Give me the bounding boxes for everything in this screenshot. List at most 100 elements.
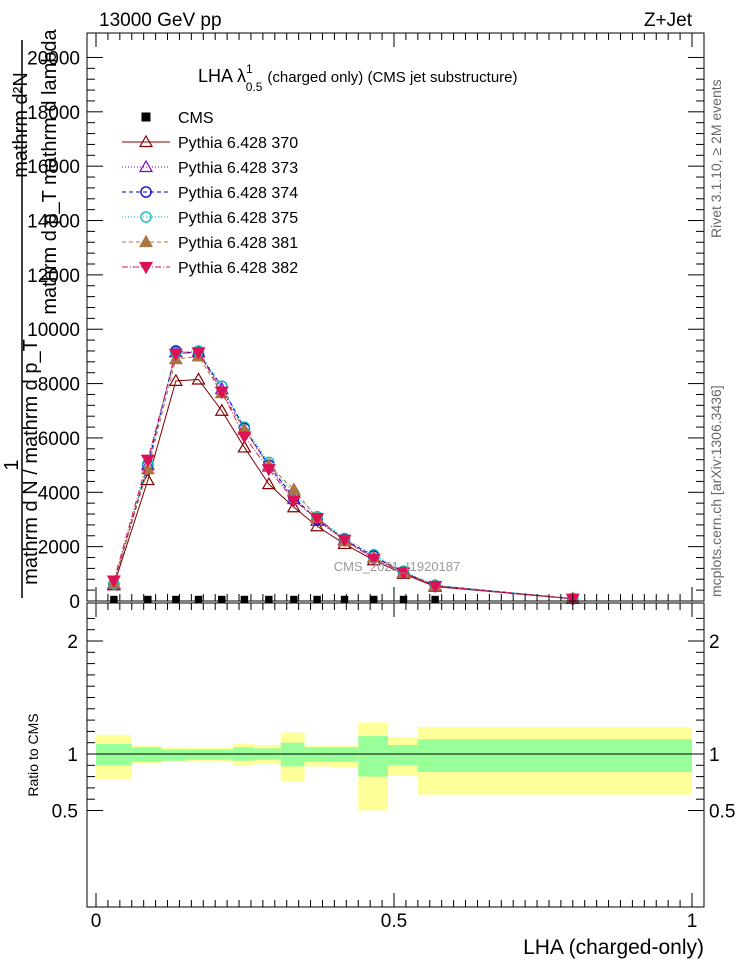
legend-entry: Pythia 6.428 382 xyxy=(122,260,298,277)
legend-marker xyxy=(138,159,154,173)
ratio-green-band xyxy=(161,749,186,761)
ratio-green-band xyxy=(304,747,332,762)
data-point xyxy=(366,553,381,567)
ratio-green-band xyxy=(280,742,305,767)
data-point xyxy=(310,513,325,526)
header-process-label: Z+Jet xyxy=(644,10,693,31)
main-ytick-label: 12000 xyxy=(27,266,80,287)
data-point xyxy=(337,534,352,548)
data-point xyxy=(286,482,301,495)
data-point xyxy=(290,595,298,604)
data-point xyxy=(191,372,206,385)
ratio-bands xyxy=(96,722,692,811)
data-point xyxy=(106,575,121,588)
main-ytick-label: 6000 xyxy=(38,429,80,450)
data-point xyxy=(144,595,152,604)
x-tick-label: 0 xyxy=(91,911,102,932)
ratio-panel: 0.5 0.5 1 1 2 2 0 0.5 1 xyxy=(52,602,735,932)
data-point xyxy=(168,373,183,386)
legend-label: CMS xyxy=(178,110,214,127)
data-point xyxy=(261,476,276,490)
legend-label: Pythia 6.428 375 xyxy=(178,210,298,227)
main-axes: 0 2000 4000 6000 8000 10000 12000 14000 16000 180… xyxy=(27,33,704,613)
watermark: CMS_2021_I1920187 xyxy=(334,559,461,574)
legend-marker xyxy=(141,112,151,122)
legend-label: Pythia 6.428 382 xyxy=(178,260,298,277)
mcplots-label: mcplots.cern.ch [arXiv:1306.3436] xyxy=(708,385,724,597)
series-line xyxy=(113,351,573,600)
main-ylabel-line: 1 xyxy=(1,459,23,470)
main-ytick-label: 18000 xyxy=(27,103,80,124)
ratio-ytick-label: 0.5 xyxy=(52,802,78,823)
legend-entry: Pythia 6.428 381 xyxy=(122,234,298,252)
legend-entry: Pythia 6.428 374 xyxy=(122,185,298,202)
data-point xyxy=(214,403,229,416)
legend-entry: CMS xyxy=(141,110,214,127)
legend-marker xyxy=(140,186,152,198)
data-point xyxy=(428,580,443,594)
ratio-frame xyxy=(86,602,705,908)
ratio-green-band xyxy=(185,749,234,760)
legend-entry: Pythia 6.428 375 xyxy=(122,210,298,227)
ratio-ytick-label-right: 2 xyxy=(709,632,720,653)
header-energy-label: 13000 GeV pp xyxy=(99,10,222,31)
ratio-axes: 0.5 0.5 1 1 2 2 0 0.5 1 xyxy=(52,603,735,932)
main-ytick-label: 16000 xyxy=(27,157,80,178)
legend-entry: Pythia 6.428 370 xyxy=(122,134,298,152)
legend-label: Pythia 6.428 374 xyxy=(178,185,298,202)
legend-marker xyxy=(140,211,152,223)
main-title: LHA λ1 0.5(charged only) (CMS jet substru… xyxy=(198,62,518,94)
ratio-green-band xyxy=(358,735,389,777)
ratio-green-band xyxy=(331,747,359,762)
data-point xyxy=(237,431,252,444)
series-0 xyxy=(110,595,577,604)
main-ytick-label: 8000 xyxy=(38,375,80,396)
legend-label: Pythia 6.428 373 xyxy=(178,160,298,177)
data-point xyxy=(172,595,180,604)
x-tick-label: 1 xyxy=(687,911,698,932)
ratio-green-band xyxy=(388,744,418,766)
data-point xyxy=(218,595,226,604)
data-point xyxy=(396,567,411,580)
data-point xyxy=(214,386,229,399)
ratio-ylabel: Ratio to CMS xyxy=(25,713,41,796)
main-ytick-label: 2000 xyxy=(38,538,80,559)
ratio-green-band xyxy=(131,747,162,762)
main-ylabel-line: mathrm d p_T mathrm d lambda xyxy=(39,28,61,314)
legend-marker xyxy=(138,234,154,248)
legend-label: Pythia 6.428 381 xyxy=(178,235,298,252)
main-panel: 0 2000 4000 6000 8000 10000 12000 14000 16000 180… xyxy=(27,32,705,613)
data-point xyxy=(110,595,118,604)
data-point xyxy=(313,595,321,604)
main-ytick-label: 20000 xyxy=(27,48,80,69)
legend: CMS Pythia 6.428 370 Pythia 6.428 373 Pythi… xyxy=(122,110,298,277)
rivet-label: Rivet 3.1.10, ≥ 2M events xyxy=(708,79,724,238)
data-point xyxy=(265,595,273,604)
ratio-ytick-label-right: 1 xyxy=(709,745,720,766)
main-frame xyxy=(86,32,705,602)
legend-marker xyxy=(138,261,154,275)
ratio-ytick-label-right: 0.5 xyxy=(709,802,735,823)
main-ytick-label: 14000 xyxy=(27,212,80,233)
ratio-ytick-label: 2 xyxy=(67,632,78,653)
legend-entry: Pythia 6.428 373 xyxy=(122,159,298,177)
data-point xyxy=(168,348,183,361)
data-point xyxy=(140,454,155,467)
main-ylabel-line: mathrm d²N xyxy=(10,72,32,178)
ratio-green-band xyxy=(96,743,132,766)
main-ytick-label: 4000 xyxy=(38,483,80,504)
main-ytick-label: 10000 xyxy=(27,320,80,341)
main-ylabel-line: mathrm d N / mathrm d p_T xyxy=(20,339,42,585)
data-point xyxy=(237,440,252,453)
data-point xyxy=(194,595,203,604)
legend-label: Pythia 6.428 370 xyxy=(178,135,298,152)
ratio-green-band xyxy=(417,739,692,773)
data-point xyxy=(370,595,378,604)
main-ylabel: mathrm d²N mathrm d p_T mathrm d lambda 1m… xyxy=(1,28,61,598)
data-point xyxy=(191,347,206,360)
x-axis-label: LHA (charged-only) xyxy=(523,936,704,959)
data-point xyxy=(431,595,439,604)
data-point xyxy=(286,495,301,508)
x-tick-label: 0.5 xyxy=(381,911,407,932)
